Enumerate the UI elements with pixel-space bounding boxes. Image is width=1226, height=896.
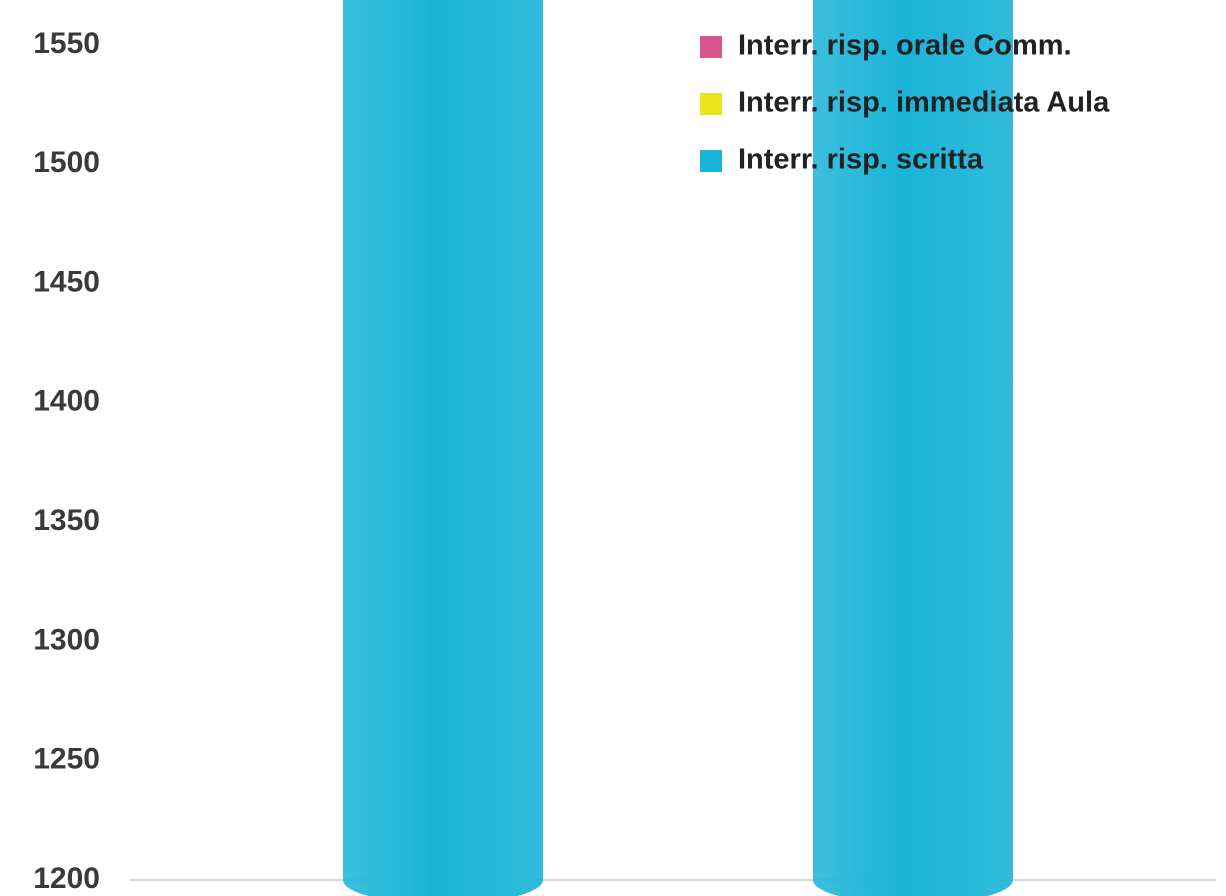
bar-segment bbox=[813, 0, 1013, 896]
y-tick-label: 1250 bbox=[33, 743, 100, 776]
legend-label: Interr. risp. orale Comm. bbox=[738, 30, 1072, 62]
y-tick-label: 1200 bbox=[33, 862, 100, 895]
y-tick-label: 1350 bbox=[33, 504, 100, 537]
y-tick-label: 1400 bbox=[33, 385, 100, 418]
y-tick-label: 1450 bbox=[33, 265, 100, 298]
y-tick-label: 1300 bbox=[33, 623, 100, 656]
legend-swatch bbox=[700, 36, 722, 58]
legend-label: Interr. risp. immediata Aula bbox=[738, 87, 1110, 119]
bar-segment bbox=[343, 0, 543, 896]
y-tick-label: 1550 bbox=[33, 27, 100, 60]
legend-swatch bbox=[700, 93, 722, 115]
legend-label: Interr. risp. scritta bbox=[738, 144, 984, 176]
legend-swatch bbox=[700, 150, 722, 172]
y-tick-label: 1500 bbox=[33, 146, 100, 179]
